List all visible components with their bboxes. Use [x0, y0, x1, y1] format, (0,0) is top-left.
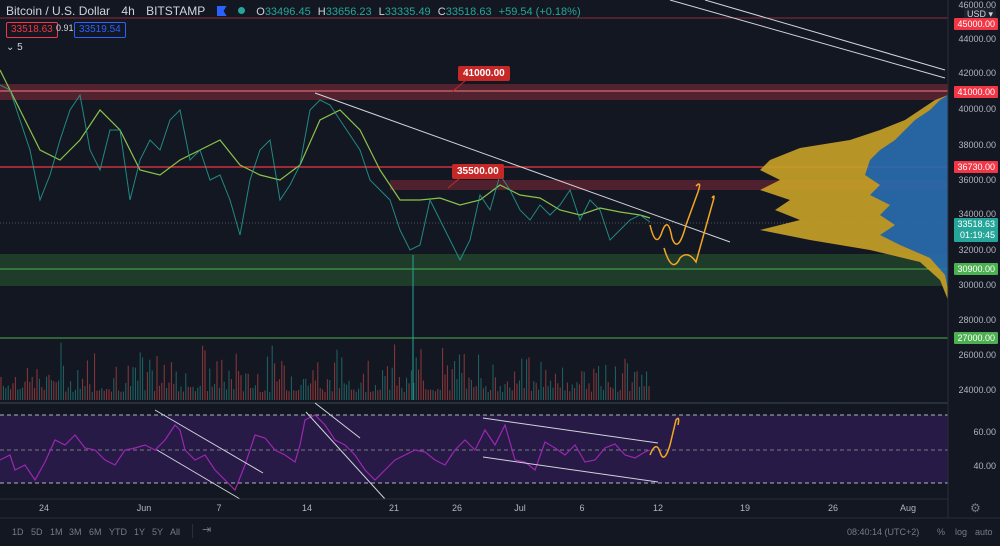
price-tick: 30000.00 — [958, 280, 996, 290]
time-tick: Aug — [899, 503, 917, 513]
time-tick: 26 — [451, 503, 463, 513]
currency-selector[interactable]: USD ▾ — [963, 8, 996, 21]
time-tick: 21 — [388, 503, 400, 513]
bar-countdown: 01:19:45 — [959, 230, 995, 240]
log-toggle[interactable]: log — [955, 527, 968, 537]
price-tick: 28000.00 — [958, 315, 996, 325]
market-status-icon — [237, 7, 245, 14]
time-tick: 6 — [579, 503, 585, 513]
flag-icon[interactable] — [216, 6, 227, 16]
symbol-header: Bitcoin / U.S. Dollar 4h BITSTAMP O33496… — [6, 4, 597, 18]
range-6m[interactable]: 6M — [89, 527, 102, 537]
time-tick: Jun — [136, 503, 152, 513]
range-5y[interactable]: 5Y — [152, 527, 164, 537]
current-price-tag: 33518.63 01:19:45 — [954, 218, 998, 242]
price-tick: 46000.00 — [958, 0, 996, 10]
clock[interactable]: 08:40:14 (UTC+2) — [847, 527, 920, 537]
price-tick: 36000.00 — [958, 175, 996, 185]
range-ytd[interactable]: YTD — [109, 527, 127, 537]
price-tick: 24000.00 — [958, 385, 996, 395]
symbol-name[interactable]: Bitcoin / U.S. Dollar — [6, 4, 111, 18]
price-tick: 26000.00 — [958, 350, 996, 360]
current-price: 33518.63 — [957, 219, 995, 229]
change-value: +59.54 (+0.18%) — [498, 6, 581, 18]
rsi-tick: 40.00 — [973, 461, 996, 471]
interval-label[interactable]: 4h — [121, 4, 135, 18]
price-tick: 42000.00 — [958, 68, 996, 78]
price-tick: 32000.00 — [958, 245, 996, 255]
rsi-tick: 60.00 — [973, 427, 996, 437]
spread-value: 0.91 — [56, 23, 74, 33]
level-tag-45000: 45000.00 — [954, 18, 998, 30]
sell-button[interactable]: 33518.63 — [6, 22, 58, 38]
settings-gear-icon[interactable]: ⚙ — [970, 501, 981, 515]
time-tick: 24 — [38, 503, 50, 513]
level-tag-30900: 30900.00 — [954, 263, 998, 275]
time-tick: 7 — [216, 503, 222, 513]
range-1d[interactable]: 1D — [12, 527, 24, 537]
goto-date-icon[interactable]: ⇥ — [202, 524, 212, 536]
price-tick: 38000.00 — [958, 140, 996, 150]
annotation-35500[interactable]: 35500.00 — [452, 164, 504, 179]
ohlc-values: O33496.45 H33656.23 L33335.49 C33518.63 … — [256, 6, 581, 18]
time-tick: 12 — [652, 503, 664, 513]
price-tick: 40000.00 — [958, 104, 996, 114]
range-5d[interactable]: 5D — [31, 527, 43, 537]
level-tag-27000: 27000.00 — [954, 332, 998, 344]
range-1y[interactable]: 1Y — [134, 527, 146, 537]
level-tag-41000: 41000.00 — [954, 86, 998, 98]
buy-button[interactable]: 33519.54 — [74, 22, 126, 38]
price-tick: 34000.00 — [958, 209, 996, 219]
indicators-toggle[interactable]: ⌄ 5 — [6, 42, 23, 53]
exchange-label: BITSTAMP — [146, 4, 206, 18]
time-tick: Jul — [514, 503, 526, 513]
level-tag-36730: 36730.00 — [954, 161, 998, 173]
divider — [192, 524, 193, 538]
range-1m[interactable]: 1M — [50, 527, 63, 537]
range-3m[interactable]: 3M — [69, 527, 82, 537]
time-tick: 26 — [827, 503, 839, 513]
time-tick: 14 — [301, 503, 313, 513]
price-tick: 44000.00 — [958, 34, 996, 44]
range-all[interactable]: All — [170, 527, 181, 537]
auto-toggle[interactable]: auto — [975, 527, 993, 537]
time-tick: 19 — [739, 503, 751, 513]
annotation-41000[interactable]: 41000.00 — [458, 66, 510, 81]
percent-toggle[interactable]: % — [937, 527, 946, 537]
